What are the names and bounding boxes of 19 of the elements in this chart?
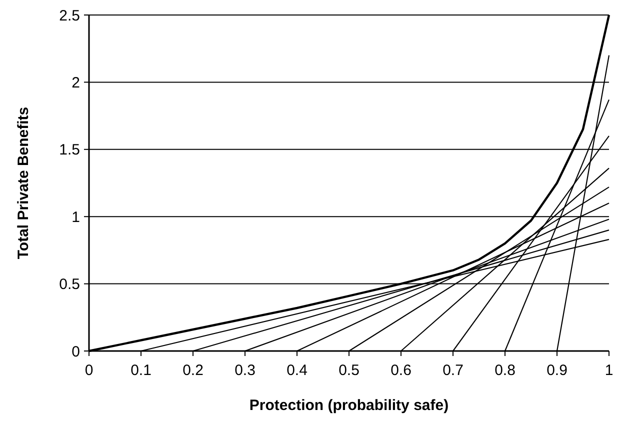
x-tick-label: 0.6 — [390, 362, 412, 379]
x-tick-label: 0.4 — [286, 362, 308, 379]
y-tick-label: 1.5 — [59, 142, 80, 159]
x-axis-title: Protection (probability safe) — [249, 397, 449, 414]
x-tick-label: 0.7 — [442, 362, 464, 379]
x-tick-label: 0.8 — [494, 362, 516, 379]
y-tick-label: 2.5 — [59, 7, 80, 24]
x-tick-label: 0.5 — [338, 362, 360, 379]
x-tick-label: 0.2 — [182, 362, 204, 379]
y-tick-label: 0 — [72, 343, 80, 360]
y-tick-label: 1 — [72, 208, 80, 226]
x-tick-label: 0.3 — [234, 362, 256, 379]
y-tick-label: 2 — [72, 74, 80, 92]
y-axis-title: Total Private Benefits — [15, 106, 32, 260]
y-tick-label: 0.5 — [59, 276, 80, 294]
x-tick-label: 0.9 — [546, 362, 568, 379]
x-tick-label: 0.1 — [130, 362, 152, 379]
x-tick-label: 0 — [84, 362, 94, 379]
x-tick-label: 1 — [604, 362, 614, 379]
